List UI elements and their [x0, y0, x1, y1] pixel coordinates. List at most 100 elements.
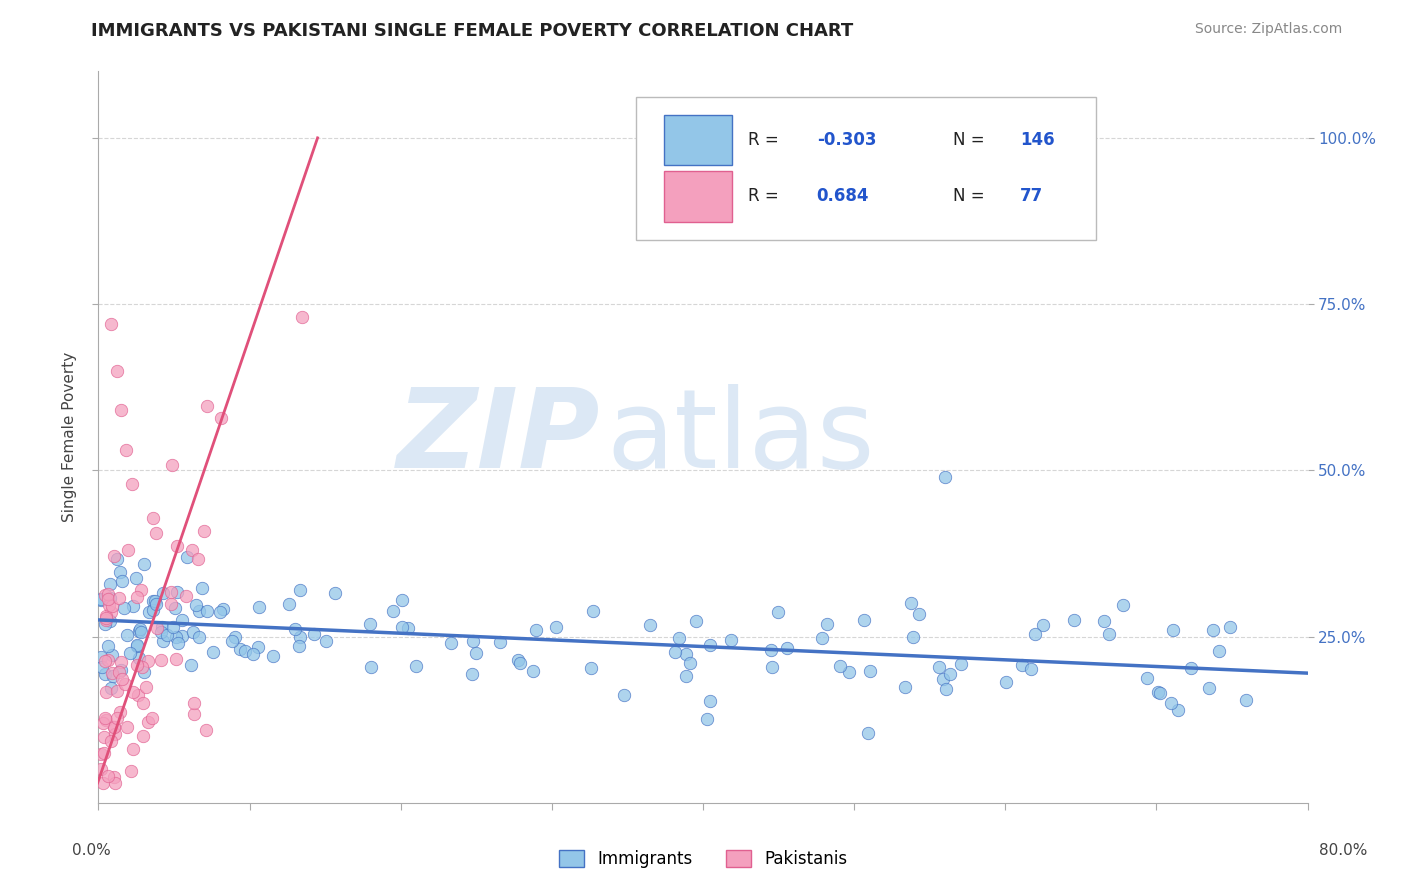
Point	[290, 582, 312, 597]
Point	[277, 597, 299, 611]
Point	[111, 672, 134, 686]
Point	[162, 619, 184, 633]
Point	[1198, 681, 1220, 695]
Point	[315, 634, 337, 648]
Point	[118, 646, 141, 660]
Point	[103, 770, 125, 784]
Point	[179, 657, 201, 672]
Point	[105, 711, 128, 725]
Point	[699, 638, 721, 652]
Point	[391, 620, 413, 634]
Point	[105, 363, 128, 377]
Point	[170, 629, 193, 643]
Text: 0.0%: 0.0%	[72, 843, 111, 858]
Point	[699, 694, 721, 708]
Point	[242, 648, 264, 662]
Point	[122, 685, 145, 699]
Point	[90, 592, 112, 607]
Point	[291, 310, 314, 325]
Point	[187, 552, 209, 566]
Text: ZIP: ZIP	[396, 384, 600, 491]
Point	[262, 649, 284, 664]
Point	[165, 630, 187, 644]
Point	[93, 616, 115, 631]
Point	[838, 665, 860, 679]
Point	[145, 598, 167, 612]
Point	[247, 599, 270, 614]
Point	[152, 634, 174, 648]
Point	[94, 610, 117, 624]
Point	[97, 653, 120, 667]
Point	[1024, 627, 1046, 641]
Point	[93, 731, 115, 745]
Point	[121, 476, 143, 491]
Point	[1202, 623, 1225, 637]
Point	[108, 705, 131, 719]
Point	[935, 682, 957, 697]
Point	[290, 630, 312, 644]
Point	[134, 558, 156, 572]
Point	[129, 622, 152, 636]
Point	[894, 680, 917, 694]
Point	[761, 659, 783, 673]
Point	[124, 572, 146, 586]
Point	[112, 601, 135, 615]
Point	[100, 317, 122, 331]
Point	[160, 458, 183, 473]
Point	[131, 696, 153, 710]
Text: R =: R =	[748, 131, 783, 149]
FancyBboxPatch shape	[637, 97, 1097, 240]
Point	[1149, 686, 1171, 700]
Point	[152, 586, 174, 600]
Point	[101, 648, 124, 663]
Point	[110, 663, 132, 677]
Point	[110, 403, 132, 417]
Point	[142, 594, 165, 608]
Point	[391, 592, 413, 607]
Point	[440, 636, 463, 650]
Point	[506, 653, 529, 667]
Point	[90, 591, 112, 606]
Point	[98, 591, 121, 606]
Point	[810, 631, 832, 645]
Point	[125, 638, 148, 652]
Point	[184, 598, 207, 612]
Point	[246, 640, 269, 655]
Point	[97, 587, 120, 601]
Point	[120, 764, 142, 778]
Point	[461, 634, 484, 648]
Point	[96, 713, 118, 727]
Point	[544, 620, 567, 634]
Point	[859, 664, 882, 678]
Point	[90, 747, 112, 762]
Point	[931, 672, 953, 686]
Point	[100, 606, 122, 620]
Point	[181, 625, 204, 640]
Point	[156, 628, 179, 642]
Point	[98, 576, 121, 591]
Point	[104, 727, 127, 741]
Point	[685, 614, 707, 628]
Point	[94, 685, 117, 699]
Text: N =: N =	[953, 131, 990, 149]
Point	[1234, 692, 1257, 706]
Point	[900, 596, 922, 610]
Point	[108, 565, 131, 579]
Point	[93, 715, 115, 730]
Point	[125, 590, 148, 604]
Point	[190, 581, 212, 595]
Point	[360, 660, 382, 674]
Point	[114, 443, 136, 458]
Point	[675, 648, 697, 662]
Point	[776, 640, 799, 655]
Point	[150, 653, 173, 667]
Point	[114, 677, 136, 691]
Point	[138, 605, 160, 619]
Point	[233, 644, 256, 658]
FancyBboxPatch shape	[664, 115, 733, 165]
Point	[166, 636, 188, 650]
Text: R =: R =	[748, 187, 783, 205]
Point	[359, 616, 381, 631]
Point	[149, 624, 172, 639]
Point	[949, 657, 972, 671]
